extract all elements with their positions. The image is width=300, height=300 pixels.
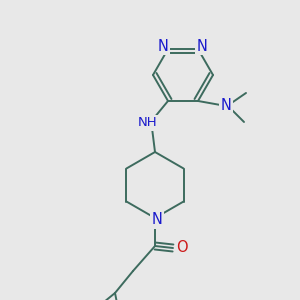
Text: O: O [176, 241, 188, 256]
Text: N: N [152, 212, 162, 227]
Text: N: N [220, 98, 231, 113]
Text: N: N [196, 38, 207, 53]
Text: NH: NH [138, 116, 158, 130]
Text: N: N [158, 38, 168, 53]
